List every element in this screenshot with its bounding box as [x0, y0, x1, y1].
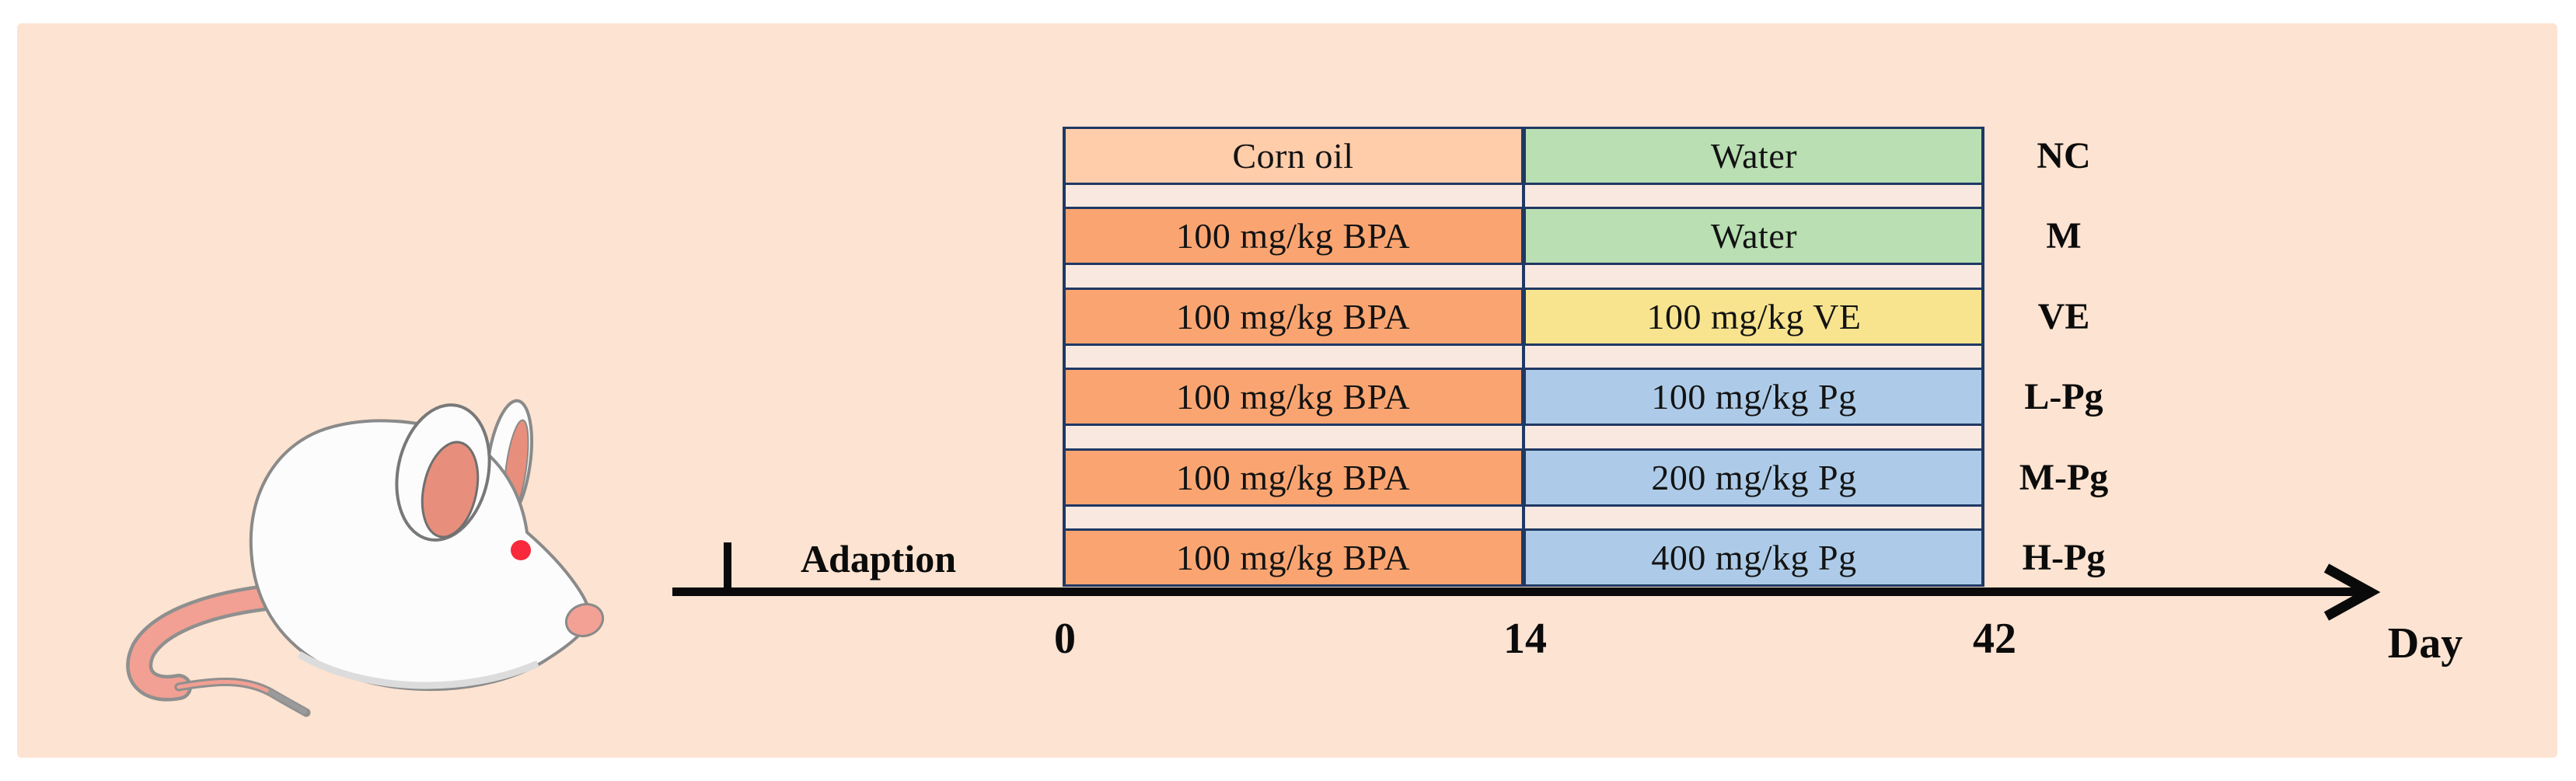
mouse-illustration	[126, 399, 605, 717]
mouse-front-ear	[395, 403, 491, 542]
group-label-lpg: L-Pg	[2024, 376, 2103, 417]
phase1-cell: 100 mg/kg BPA	[1063, 448, 1524, 507]
axis-day-label: Day	[2387, 619, 2463, 668]
timeline-axis	[672, 587, 2371, 596]
table-left-border	[1063, 127, 1066, 587]
axis-tick-label-0: 0	[1054, 615, 1076, 663]
mouse-nose	[564, 602, 605, 638]
phase2-cell: 100 mg/kg VE	[1524, 288, 1984, 346]
table-row-m: 100 mg/kg BPA Water	[1063, 207, 1984, 265]
axis-tick-label-42: 42	[1973, 615, 2016, 663]
group-label-m: M	[2046, 215, 2082, 256]
phase1-cell: 100 mg/kg BPA	[1063, 528, 1524, 587]
table-row-hpg: 100 mg/kg BPA 400 mg/kg Pg	[1063, 528, 1984, 587]
mouse-belly-shadow	[297, 651, 539, 689]
phase2-cell: Water	[1524, 207, 1984, 265]
mouse-body	[249, 419, 592, 692]
table-row-nc: Corn oil Water	[1063, 127, 1984, 185]
table-right-border	[1981, 127, 1984, 587]
axis-tick-label-14: 14	[1503, 615, 1547, 663]
mouse-eye	[511, 540, 531, 560]
treatment-table: Corn oil Water 100 mg/kg BPA Water 100 m…	[1063, 127, 1984, 587]
group-label-nc: NC	[2037, 135, 2091, 176]
group-label-mpg: M-Pg	[2019, 457, 2109, 498]
group-label-ve: VE	[2037, 296, 2090, 337]
table-row-mpg: 100 mg/kg BPA 200 mg/kg Pg	[1063, 448, 1984, 507]
phase2-cell: Water	[1524, 127, 1984, 185]
adaption-label: Adaption	[800, 537, 957, 581]
phase1-cell: Corn oil	[1063, 127, 1524, 185]
table-row-ve: 100 mg/kg BPA 100 mg/kg VE	[1063, 288, 1984, 346]
table-row-lpg: 100 mg/kg BPA 100 mg/kg Pg	[1063, 368, 1984, 426]
adaption-tick	[724, 542, 731, 591]
phase2-cell: 100 mg/kg Pg	[1524, 368, 1984, 426]
group-label-hpg: H-Pg	[2022, 537, 2106, 578]
phase2-cell: 200 mg/kg Pg	[1524, 448, 1984, 507]
phase1-cell: 100 mg/kg BPA	[1063, 368, 1524, 426]
phase2-cell: 400 mg/kg Pg	[1524, 528, 1984, 587]
axis-arrowhead-icon	[2323, 563, 2381, 621]
phase1-cell: 100 mg/kg BPA	[1063, 207, 1524, 265]
table-column-divider	[1522, 127, 1525, 587]
phase1-cell: 100 mg/kg BPA	[1063, 288, 1524, 346]
